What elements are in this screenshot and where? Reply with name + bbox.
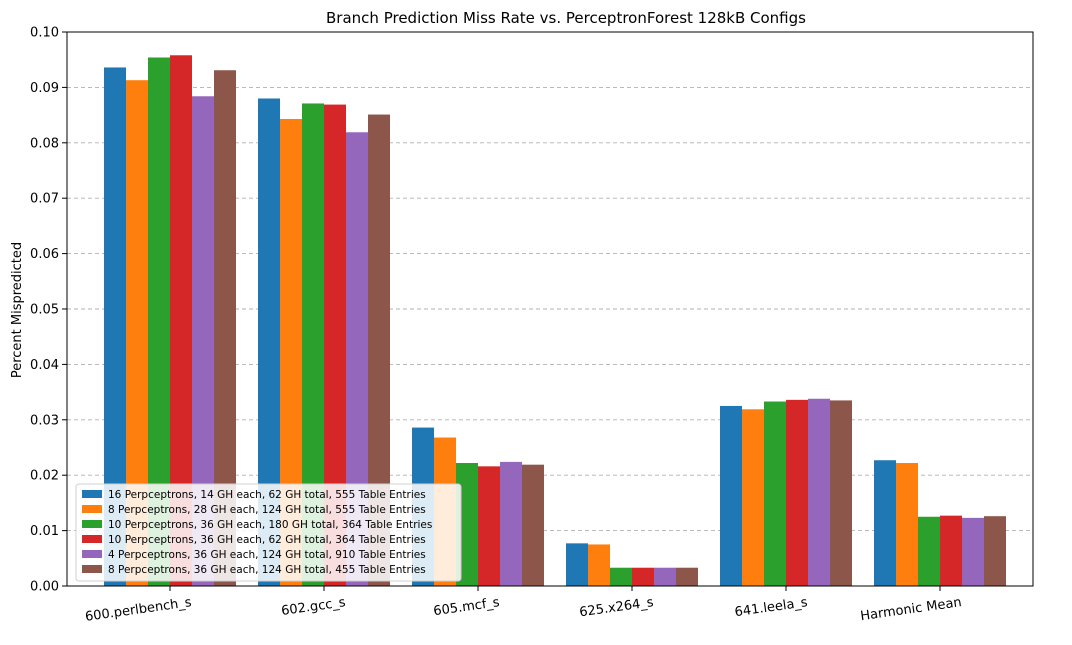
bar-5-5 [984,516,1006,586]
bar-3-3 [632,567,654,586]
bar-1-2 [302,103,324,586]
bar-1-1 [280,118,302,586]
x-tick-label: 602.gcc_s [280,595,346,619]
bar-1-0 [258,98,280,586]
legend-swatch-2 [82,520,102,528]
x-tick-label: 600.perlbench_s [84,595,193,625]
y-tick-label: 0.10 [30,26,59,41]
bar-5-2 [918,516,940,586]
bar-0-0 [104,67,126,587]
x-tick-label: 625.x264_s [578,595,654,620]
y-tick-label: 0.02 [30,469,59,484]
legend-swatch-1 [82,505,102,513]
chart-title: Branch Prediction Miss Rate vs. Perceptr… [326,9,806,27]
bar-4-2 [764,401,786,586]
bar-4-4 [808,398,830,586]
bar-3-5 [676,567,698,586]
bar-4-3 [786,399,808,586]
bar-1-3 [324,104,346,586]
x-tick-label: Harmonic Mean [859,595,962,624]
bar-3-4 [654,567,676,586]
y-tick-label: 0.07 [30,192,59,207]
bar-0-2 [148,57,170,586]
bar-4-0 [720,405,742,586]
bar-0-1 [126,80,148,586]
legend-swatch-5 [82,565,102,573]
x-tick-label: 605.mcf_s [433,595,501,619]
legend-entry-1: 8 Perpceptrons, 28 GH each, 124 GH total… [108,504,426,516]
bar-0-4 [192,96,214,586]
bar-5-4 [962,517,984,586]
legend-entry-4: 4 Perpceptrons, 36 GH each, 124 GH total… [108,549,426,561]
y-tick-label: 0.04 [30,358,59,373]
bar-5-3 [940,515,962,586]
legend-entry-5: 8 Perpceptrons, 36 GH each, 124 GH total… [108,564,426,576]
bar-0-3 [170,55,192,586]
legend-swatch-4 [82,550,102,558]
bar-3-1 [588,544,610,586]
y-tick-label: 0.03 [30,413,59,428]
bar-4-5 [830,400,852,586]
y-tick-label: 0.01 [30,524,59,539]
legend-entry-0: 16 Perpceptrons, 14 GH each, 62 GH total… [108,489,426,501]
bar-5-0 [874,460,896,586]
legend-swatch-0 [82,490,102,498]
bar-2-3 [478,466,500,586]
bars [104,55,1006,587]
bar-2-4 [500,461,522,586]
plot-frame [66,31,1034,587]
bar-1-5 [368,114,390,587]
x-tick-label: 641.leela_s [734,595,809,620]
bar-4-1 [742,409,764,586]
bar-0-5 [214,70,236,586]
bar-2-5 [522,464,544,586]
y-tick-label: 0.00 [30,580,59,595]
y-tick-label: 0.06 [30,247,59,262]
bar-3-2 [610,567,632,586]
legend: 16 Perpceptrons, 14 GH each, 62 GH total… [75,483,462,582]
y-tick-label: 0.09 [30,81,59,96]
bar-1-4 [346,132,368,587]
y-axis-label: Percent Mispredicted [10,242,25,378]
y-tick-label: 0.08 [30,136,59,151]
y-tick-label: 0.05 [30,303,59,318]
legend-entry-2: 10 Perpceptrons, 36 GH each, 180 GH tota… [108,519,432,531]
legend-entry-3: 10 Perpceptrons, 36 GH each, 62 GH total… [108,534,426,546]
legend-swatch-3 [82,535,102,543]
bar-3-0 [566,543,588,586]
bar-5-1 [896,463,918,586]
legend-box [75,483,462,582]
